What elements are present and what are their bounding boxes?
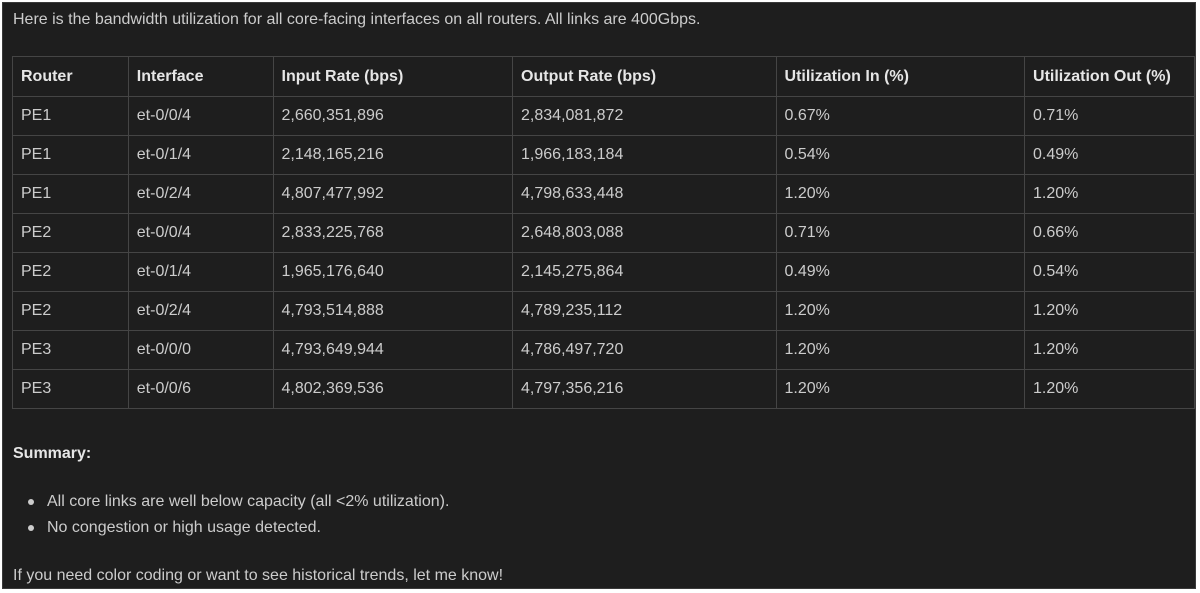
cell-utilization-in: 1.20% xyxy=(775,369,1026,409)
table-row: PE2 et-0/1/4 1,965,176,640 2,145,275,864… xyxy=(12,252,1195,292)
cell-output-rate: 2,145,275,864 xyxy=(512,252,777,292)
cell-utilization-in: 1.20% xyxy=(775,291,1026,331)
list-item: No congestion or high usage detected. xyxy=(13,515,449,541)
cell-input-rate: 1,965,176,640 xyxy=(272,252,514,292)
cell-output-rate: 4,798,633,448 xyxy=(512,174,777,214)
cell-interface: et-0/1/4 xyxy=(127,252,274,292)
cell-utilization-out: 1.20% xyxy=(1024,291,1195,331)
bullet-icon xyxy=(28,499,34,505)
table-row: PE3 et-0/0/6 4,802,369,536 4,797,356,216… xyxy=(12,369,1195,409)
column-header-interface: Interface xyxy=(127,56,274,97)
cell-output-rate: 2,648,803,088 xyxy=(512,213,777,253)
table-row: PE1 et-0/1/4 2,148,165,216 1,966,183,184… xyxy=(12,135,1195,175)
cell-interface: et-0/0/4 xyxy=(127,213,274,253)
list-item: All core links are well below capacity (… xyxy=(13,489,449,515)
cell-utilization-in: 0.67% xyxy=(775,96,1026,136)
closing-text: If you need color coding or want to see … xyxy=(13,567,504,584)
cell-utilization-in: 1.20% xyxy=(775,174,1026,214)
cell-utilization-in: 0.71% xyxy=(775,213,1026,253)
cell-output-rate: 1,966,183,184 xyxy=(512,135,777,175)
cell-router: PE2 xyxy=(12,291,129,331)
cell-router: PE1 xyxy=(12,174,129,214)
cell-utilization-out: 1.20% xyxy=(1024,369,1195,409)
cell-utilization-out: 0.54% xyxy=(1024,252,1195,292)
summary-list: All core links are well below capacity (… xyxy=(13,489,449,541)
cell-interface: et-0/0/4 xyxy=(127,96,274,136)
column-header-utilization-in: Utilization In (%) xyxy=(775,56,1026,97)
cell-input-rate: 4,807,477,992 xyxy=(272,174,514,214)
cell-input-rate: 2,148,165,216 xyxy=(272,135,514,175)
bandwidth-table: Router Interface Input Rate (bps) Output… xyxy=(12,56,1195,409)
table-row: PE1 et-0/0/4 2,660,351,896 2,834,081,872… xyxy=(12,96,1195,136)
cell-utilization-out: 1.20% xyxy=(1024,330,1195,370)
cell-interface: et-0/2/4 xyxy=(127,291,274,331)
cell-interface: et-0/0/6 xyxy=(127,369,274,409)
cell-utilization-in: 0.49% xyxy=(775,252,1026,292)
summary-item-text: All core links are well below capacity (… xyxy=(47,493,450,510)
summary-item-text: No congestion or high usage detected. xyxy=(47,519,321,536)
cell-output-rate: 4,789,235,112 xyxy=(512,291,777,331)
table-row: PE1 et-0/2/4 4,807,477,992 4,798,633,448… xyxy=(12,174,1195,214)
cell-router: PE3 xyxy=(12,330,129,370)
cell-utilization-out: 0.71% xyxy=(1024,96,1195,136)
table-row: PE2 et-0/2/4 4,793,514,888 4,789,235,112… xyxy=(12,291,1195,331)
cell-input-rate: 4,793,649,944 xyxy=(272,330,514,370)
cell-input-rate: 2,833,225,768 xyxy=(272,213,514,253)
column-header-router: Router xyxy=(12,56,129,97)
column-header-input-rate: Input Rate (bps) xyxy=(272,56,514,97)
cell-output-rate: 2,834,081,872 xyxy=(512,96,777,136)
cell-interface: et-0/2/4 xyxy=(127,174,274,214)
cell-router: PE3 xyxy=(12,369,129,409)
cell-utilization-in: 0.54% xyxy=(775,135,1026,175)
cell-interface: et-0/1/4 xyxy=(127,135,274,175)
cell-output-rate: 4,797,356,216 xyxy=(512,369,777,409)
cell-utilization-out: 1.20% xyxy=(1024,174,1195,214)
table-row: PE2 et-0/0/4 2,833,225,768 2,648,803,088… xyxy=(12,213,1195,253)
intro-text: Here is the bandwidth utilization for al… xyxy=(13,11,701,28)
summary-heading: Summary: xyxy=(13,445,92,462)
cell-input-rate: 4,793,514,888 xyxy=(272,291,514,331)
cell-router: PE1 xyxy=(12,96,129,136)
cell-input-rate: 4,802,369,536 xyxy=(272,369,514,409)
table-row: PE3 et-0/0/0 4,793,649,944 4,786,497,720… xyxy=(12,330,1195,370)
cell-utilization-out: 0.49% xyxy=(1024,135,1195,175)
cell-router: PE1 xyxy=(12,135,129,175)
table-header-row: Router Interface Input Rate (bps) Output… xyxy=(12,56,1195,97)
cell-input-rate: 2,660,351,896 xyxy=(272,96,514,136)
cell-router: PE2 xyxy=(12,252,129,292)
cell-utilization-out: 0.66% xyxy=(1024,213,1195,253)
bullet-icon xyxy=(28,525,34,531)
column-header-output-rate: Output Rate (bps) xyxy=(512,56,777,97)
cell-interface: et-0/0/0 xyxy=(127,330,274,370)
cell-utilization-in: 1.20% xyxy=(775,330,1026,370)
column-header-utilization-out: Utilization Out (%) xyxy=(1024,56,1195,97)
cell-router: PE2 xyxy=(12,213,129,253)
cell-output-rate: 4,786,497,720 xyxy=(512,330,777,370)
